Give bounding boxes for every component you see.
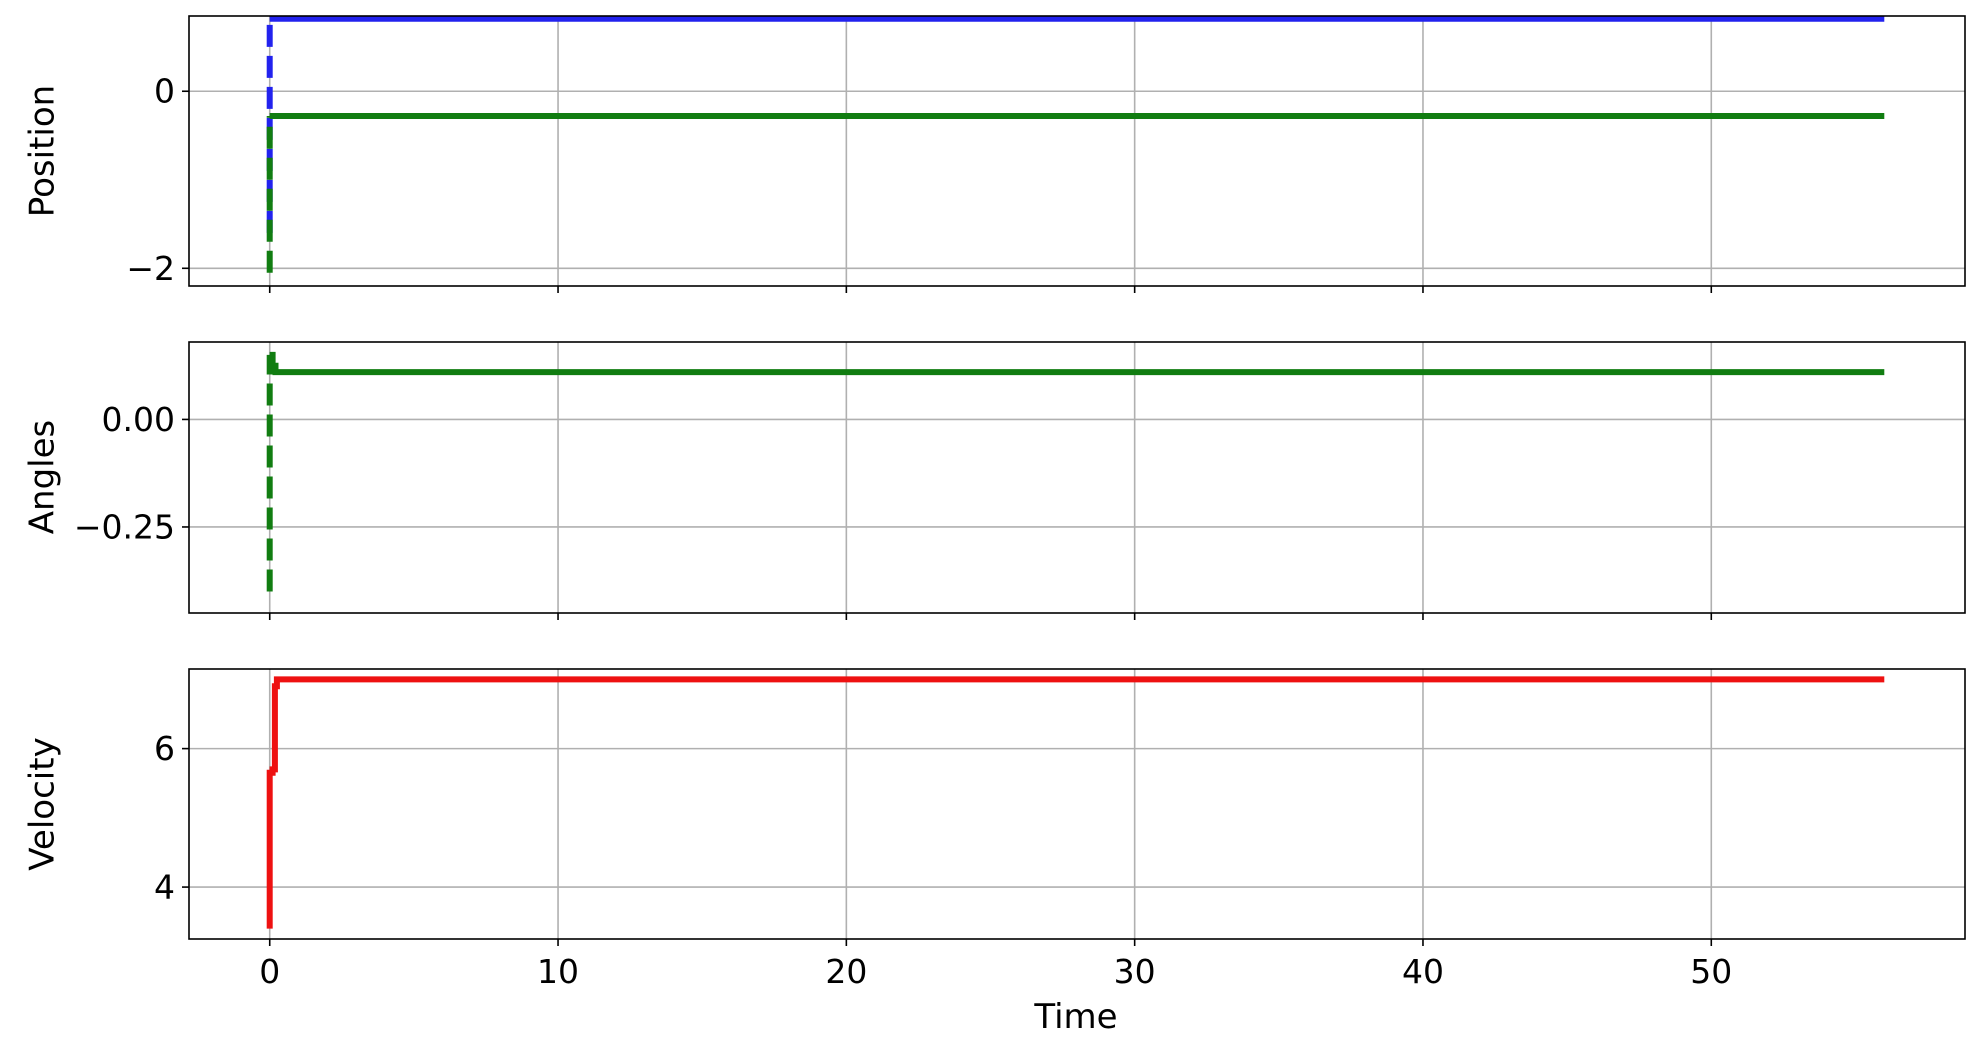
velocity-ticks: 0 10 20 30 40 50 4 6 [154, 729, 1732, 991]
velocity-x-tick-label: 20 [825, 952, 867, 991]
velocity-series [266, 676, 1885, 929]
position-axes-frame [188, 15, 1966, 287]
velocity-axes-frame [188, 668, 1966, 940]
position-ticks: −2 0 [126, 72, 1713, 293]
velocity-subplot: 0 10 20 30 40 50 4 6 Velocity [23, 668, 1966, 991]
angles-y-axis-label: Angles [23, 420, 63, 534]
velocity-y-tick-label: 6 [154, 729, 175, 768]
velocity-y-axis-label: Velocity [23, 737, 63, 870]
angles-series-line-1 [269, 351, 1885, 376]
position-y-tick-label: −2 [126, 249, 175, 288]
position-grid [189, 16, 1965, 286]
velocity-grid [189, 669, 1965, 939]
position-subplot: −2 0 Position [23, 15, 1966, 293]
velocity-x-tick-label: 0 [259, 952, 280, 991]
angles-axes-frame [188, 341, 1966, 614]
angles-y-tick-label: 0.00 [102, 400, 175, 439]
time-x-axis-label: Time [1033, 997, 1117, 1037]
velocity-y-tick-label: 4 [154, 868, 175, 907]
position-series [266, 15, 1885, 273]
angles-series [266, 351, 1885, 592]
velocity-x-tick-label: 50 [1690, 952, 1732, 991]
angles-subplot: −0.25 0.00 Angles [23, 341, 1966, 620]
angles-ticks: −0.25 0.00 [74, 400, 1713, 620]
velocity-series-line-0 [266, 676, 1885, 929]
velocity-x-tick-label: 40 [1402, 952, 1444, 991]
position-y-axis-label: Position [23, 85, 63, 217]
angles-y-tick-label: −0.25 [74, 507, 175, 546]
position-y-tick-label: 0 [154, 72, 175, 111]
velocity-x-tick-label: 30 [1114, 952, 1156, 991]
velocity-x-tick-label: 10 [537, 952, 579, 991]
